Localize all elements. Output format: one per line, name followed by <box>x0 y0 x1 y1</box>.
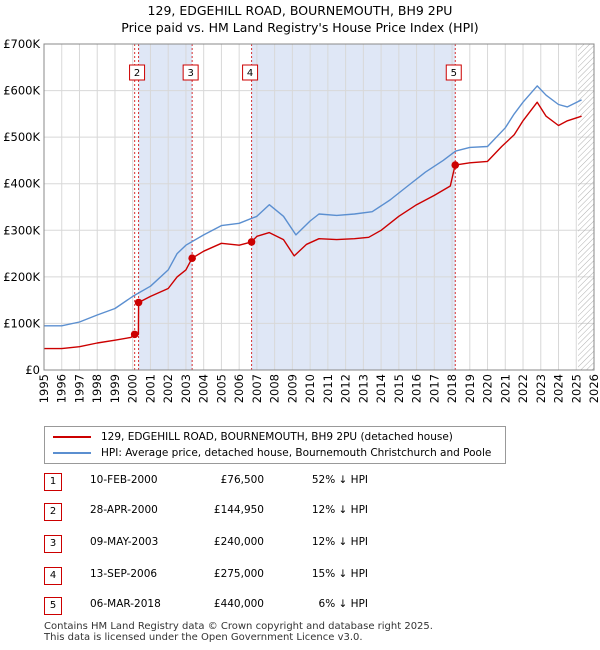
forecast-hatch <box>578 44 594 370</box>
sale-point <box>247 238 256 246</box>
footer-line-2: This data is licensed under the Open Gov… <box>44 632 363 643</box>
sale-row: 2 28-APR-2000 £144,950 12% ↓ HPI <box>44 502 564 522</box>
y-tick-label: £700K <box>3 37 40 51</box>
sale-point <box>188 254 196 263</box>
x-tick-label: 2004 <box>197 374 211 403</box>
sale-date: 13-SEP-2006 <box>90 568 158 580</box>
sale-badge: 1 <box>44 473 62 491</box>
legend-swatch-hpi <box>53 452 91 454</box>
title-line-2: Price paid vs. HM Land Registry's House … <box>121 20 479 35</box>
x-tick-label: 2012 <box>339 374 353 403</box>
sale-row: 5 06-MAR-2018 £440,000 6% ↓ HPI <box>44 596 564 616</box>
y-tick-label: £300K <box>3 223 40 237</box>
sale-badge: 4 <box>44 567 62 585</box>
hpi-series-line <box>44 85 582 327</box>
y-tick-label: £400K <box>3 177 40 191</box>
x-tick-label: 2011 <box>321 374 335 403</box>
sale-price: £76,500 <box>220 474 264 486</box>
sale-point <box>451 161 460 169</box>
title-line-1: 129, EDGEHILL ROAD, BOURNEMOUTH, BH9 2PU <box>147 3 453 18</box>
sale-point <box>134 298 143 307</box>
sale-row: 4 13-SEP-2006 £275,000 15% ↓ HPI <box>44 566 564 586</box>
sale-row: 1 10-FEB-2000 £76,500 52% ↓ HPI <box>44 472 564 492</box>
y-tick-label: £0 <box>25 363 40 377</box>
x-tick-label: 2019 <box>463 374 477 403</box>
x-tick-label: 2023 <box>534 374 548 403</box>
x-tick-label: 2024 <box>552 374 566 403</box>
x-tick-label: 2020 <box>481 374 495 403</box>
x-tick-label: 2026 <box>587 374 600 403</box>
x-tick-label: 2001 <box>143 374 157 403</box>
ownership-shade <box>251 44 456 370</box>
sale-label-box <box>182 64 199 81</box>
sale-badge: 3 <box>44 535 62 553</box>
x-tick-label: 1995 <box>37 374 51 403</box>
price-chart: £0 £100K £200K £300K £400K £500K £600K £700K 19… <box>3 37 600 403</box>
sale-label-box <box>242 64 259 81</box>
x-tick-label: 2016 <box>410 374 424 403</box>
sale-label-number: 3 <box>187 68 193 79</box>
x-tick-label: 2008 <box>268 374 282 403</box>
sale-row: 3 09-MAY-2003 £240,000 12% ↓ HPI <box>44 534 564 554</box>
sale-price: £275,000 <box>213 568 264 580</box>
x-tick-label: 2003 <box>179 374 193 403</box>
sale-date: 28-APR-2000 <box>90 504 158 516</box>
x-tick-label: 1997 <box>72 374 86 403</box>
sale-label-number: 5 <box>451 68 457 79</box>
sale-price: £144,950 <box>213 504 264 516</box>
sale-point <box>130 330 139 339</box>
y-tick-label: £500K <box>3 130 40 144</box>
sale-label-number: 2 <box>134 68 140 79</box>
legend-swatch-property <box>53 436 91 438</box>
sale-label-box <box>445 64 462 81</box>
sale-label-box <box>129 64 146 81</box>
chart-legend: 129, EDGEHILL ROAD, BOURNEMOUTH, BH9 2PU… <box>44 426 506 464</box>
x-tick-label: 2022 <box>516 374 530 403</box>
sale-hpi-diff: 6% ↓ HPI <box>318 598 368 610</box>
y-tick-label: £600K <box>3 84 40 98</box>
x-tick-label: 2025 <box>569 374 583 403</box>
y-tick-label: £200K <box>3 270 40 284</box>
plot-frame <box>43 43 595 371</box>
legend-label-property: 129, EDGEHILL ROAD, BOURNEMOUTH, BH9 2PU… <box>101 431 453 443</box>
sale-hpi-diff: 15% ↓ HPI <box>311 568 368 580</box>
sale-hpi-diff: 12% ↓ HPI <box>311 536 368 548</box>
x-tick-label: 2010 <box>303 374 317 403</box>
chart-title: 129, EDGEHILL ROAD, BOURNEMOUTH, BH9 2PU… <box>0 2 600 36</box>
x-tick-label: 1996 <box>55 374 69 403</box>
x-tick-label: 2021 <box>498 374 512 403</box>
sale-label-number: 4 <box>247 68 253 79</box>
sale-hpi-diff: 12% ↓ HPI <box>311 504 368 516</box>
x-tick-label: 1999 <box>108 374 122 403</box>
x-tick-label: 2017 <box>427 374 441 403</box>
x-tick-label: 2007 <box>250 374 264 403</box>
x-tick-label: 2002 <box>161 374 175 403</box>
ownership-shade <box>138 44 193 370</box>
x-tick-label: 2006 <box>232 374 246 403</box>
sale-date: 09-MAY-2003 <box>90 536 159 548</box>
x-tick-label: 2013 <box>356 374 370 403</box>
x-tick-label: 2015 <box>392 374 406 403</box>
sale-hpi-diff: 52% ↓ HPI <box>311 474 368 486</box>
sale-date: 06-MAR-2018 <box>90 598 161 610</box>
x-tick-label: 2009 <box>285 374 299 403</box>
sale-date: 10-FEB-2000 <box>90 474 158 486</box>
sale-badge: 2 <box>44 503 62 521</box>
x-tick-label: 2014 <box>374 374 388 403</box>
sale-price: £440,000 <box>213 598 264 610</box>
x-tick-label: 2005 <box>214 374 228 403</box>
y-tick-label: £100K <box>3 316 40 330</box>
x-tick-label: 2000 <box>126 374 140 403</box>
legend-label-hpi: HPI: Average price, detached house, Bour… <box>101 447 492 459</box>
sale-price: £240,000 <box>213 536 264 548</box>
footer-notice: Contains HM Land Registry data © Crown c… <box>44 621 433 643</box>
sale-badge: 5 <box>44 597 62 615</box>
footer-line-1: Contains HM Land Registry data © Crown c… <box>44 621 433 632</box>
x-tick-label: 2018 <box>445 374 459 403</box>
x-tick-label: 1998 <box>90 374 104 403</box>
